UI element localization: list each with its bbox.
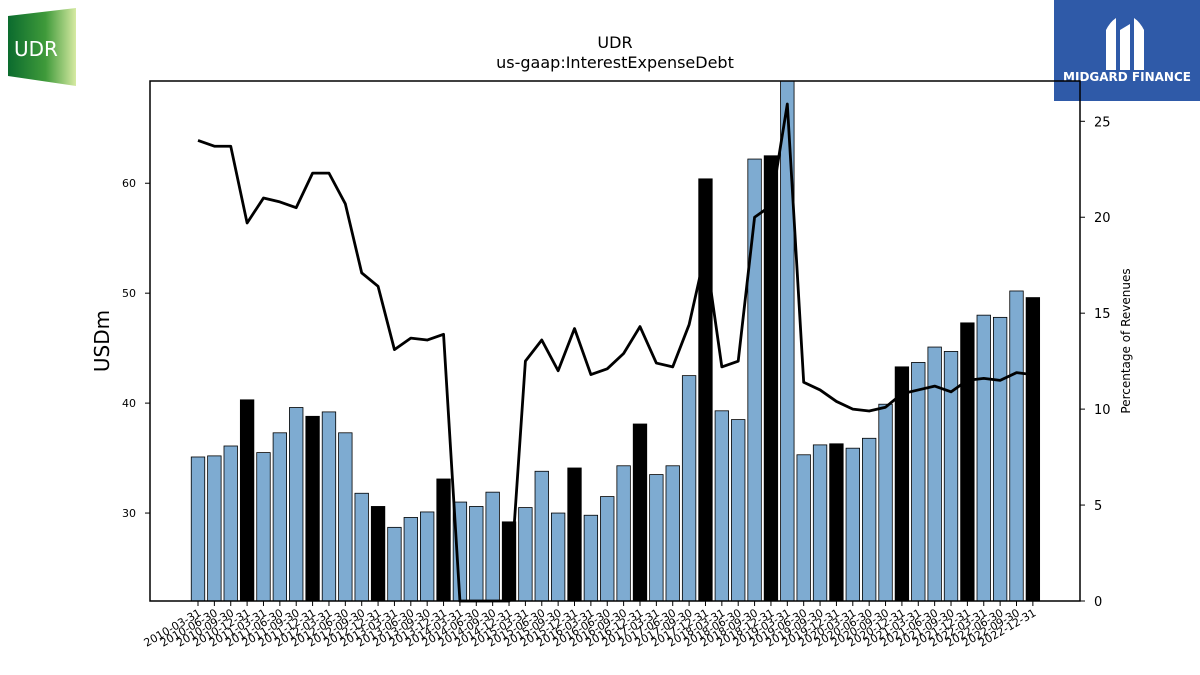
- y2-tick-label: 0: [1094, 595, 1102, 610]
- bar-2017-03-31: [649, 474, 664, 602]
- bar-2012-09-30: [354, 492, 369, 602]
- bar-2011-03-31: [256, 452, 271, 602]
- bar-2020-03-31: [845, 447, 860, 602]
- bar-2010-03-31: [190, 456, 206, 602]
- bar-2015-12-31: [567, 467, 582, 602]
- bar-2011-12-31: [305, 415, 320, 602]
- left-axis-ticks: 30 40 50 60: [122, 177, 150, 520]
- bar-2012-03-31: [321, 411, 337, 602]
- line-series: [197, 102, 1034, 603]
- right-axis-ticks: 0 5 10 15 20 25: [1080, 115, 1111, 610]
- midgard-finance-logo: MIDGARD FINANCE: [1054, 0, 1200, 101]
- y-tick-label: 50: [122, 287, 136, 300]
- bar-2016-06-30: [600, 496, 615, 602]
- y2-tick-label: 20: [1094, 211, 1111, 226]
- bar-2017-12-31: [698, 178, 713, 602]
- y-axis-label: USDm: [90, 310, 114, 372]
- bar-2013-03-31: [387, 526, 402, 602]
- y2-tick-label: 15: [1094, 307, 1111, 322]
- bar-series: [190, 80, 1041, 602]
- bar-2022-12-31: [1025, 297, 1041, 602]
- y2-tick-label: 25: [1094, 115, 1111, 130]
- bar-2011-06-30: [272, 432, 288, 602]
- bar-2012-06-30: [338, 432, 353, 602]
- bar-2019-03-31: [780, 80, 795, 602]
- bar-2012-12-31: [370, 506, 386, 602]
- y-tick-label: 40: [122, 397, 136, 410]
- bar-2015-03-31: [518, 507, 533, 602]
- chart-subtitle: us-gaap:InterestExpenseDebt: [496, 53, 734, 72]
- bar-2010-12-31: [239, 399, 255, 602]
- bar-2017-09-30: [681, 375, 697, 602]
- bar-2020-09-30: [878, 403, 893, 602]
- bar-2020-06-30: [862, 437, 877, 602]
- bar-2015-09-30: [550, 512, 566, 602]
- bar-2019-09-30: [812, 444, 828, 602]
- y-tick-label: 60: [122, 177, 136, 190]
- bar-2017-06-30: [665, 465, 680, 602]
- plot-frame: [149, 80, 1081, 602]
- bar-2013-12-31: [436, 478, 451, 602]
- udr-logo: UDR: [8, 8, 76, 86]
- bar-2013-09-30: [420, 511, 435, 602]
- bar-2022-03-31: [976, 314, 991, 602]
- bar-2018-12-31: [763, 155, 779, 602]
- bar-2022-06-30: [992, 316, 1008, 602]
- bar-2013-06-30: [403, 517, 418, 602]
- bar-2021-03-31: [911, 362, 926, 602]
- bar-2020-12-31: [894, 366, 910, 602]
- bar-2018-03-31: [714, 410, 729, 602]
- percentage-of-revenues-line: [197, 102, 1034, 603]
- udr-logo-text: UDR: [14, 37, 58, 61]
- bar-2010-09-30: [223, 445, 238, 602]
- bar-2016-03-31: [583, 514, 599, 602]
- bar-2019-06-30: [796, 454, 811, 602]
- bar-2014-09-30: [485, 491, 500, 602]
- bar-2016-09-30: [616, 465, 631, 602]
- bar-2014-06-30: [469, 506, 484, 602]
- bar-2022-09-30: [1009, 290, 1024, 602]
- y2-tick-label: 5: [1094, 499, 1102, 514]
- y2-axis-label: Percentage of Revenues: [1119, 268, 1133, 413]
- bar-2018-06-30: [731, 419, 746, 602]
- bar-2021-12-31: [960, 322, 975, 602]
- y-tick-label: 30: [122, 507, 136, 520]
- midgard-logo-text: MIDGARD FINANCE: [1063, 70, 1191, 84]
- bar-2011-09-30: [289, 407, 304, 602]
- bar-2016-12-31: [632, 423, 648, 602]
- bar-2015-06-30: [534, 470, 549, 602]
- bar-2019-12-31: [829, 443, 844, 602]
- y2-tick-label: 10: [1094, 403, 1111, 418]
- x-axis-ticks: 2010-03-312010-06-302010-09-302010-12-31…: [142, 601, 1038, 650]
- bar-2010-06-30: [207, 455, 222, 602]
- chart-title: UDR: [597, 33, 632, 52]
